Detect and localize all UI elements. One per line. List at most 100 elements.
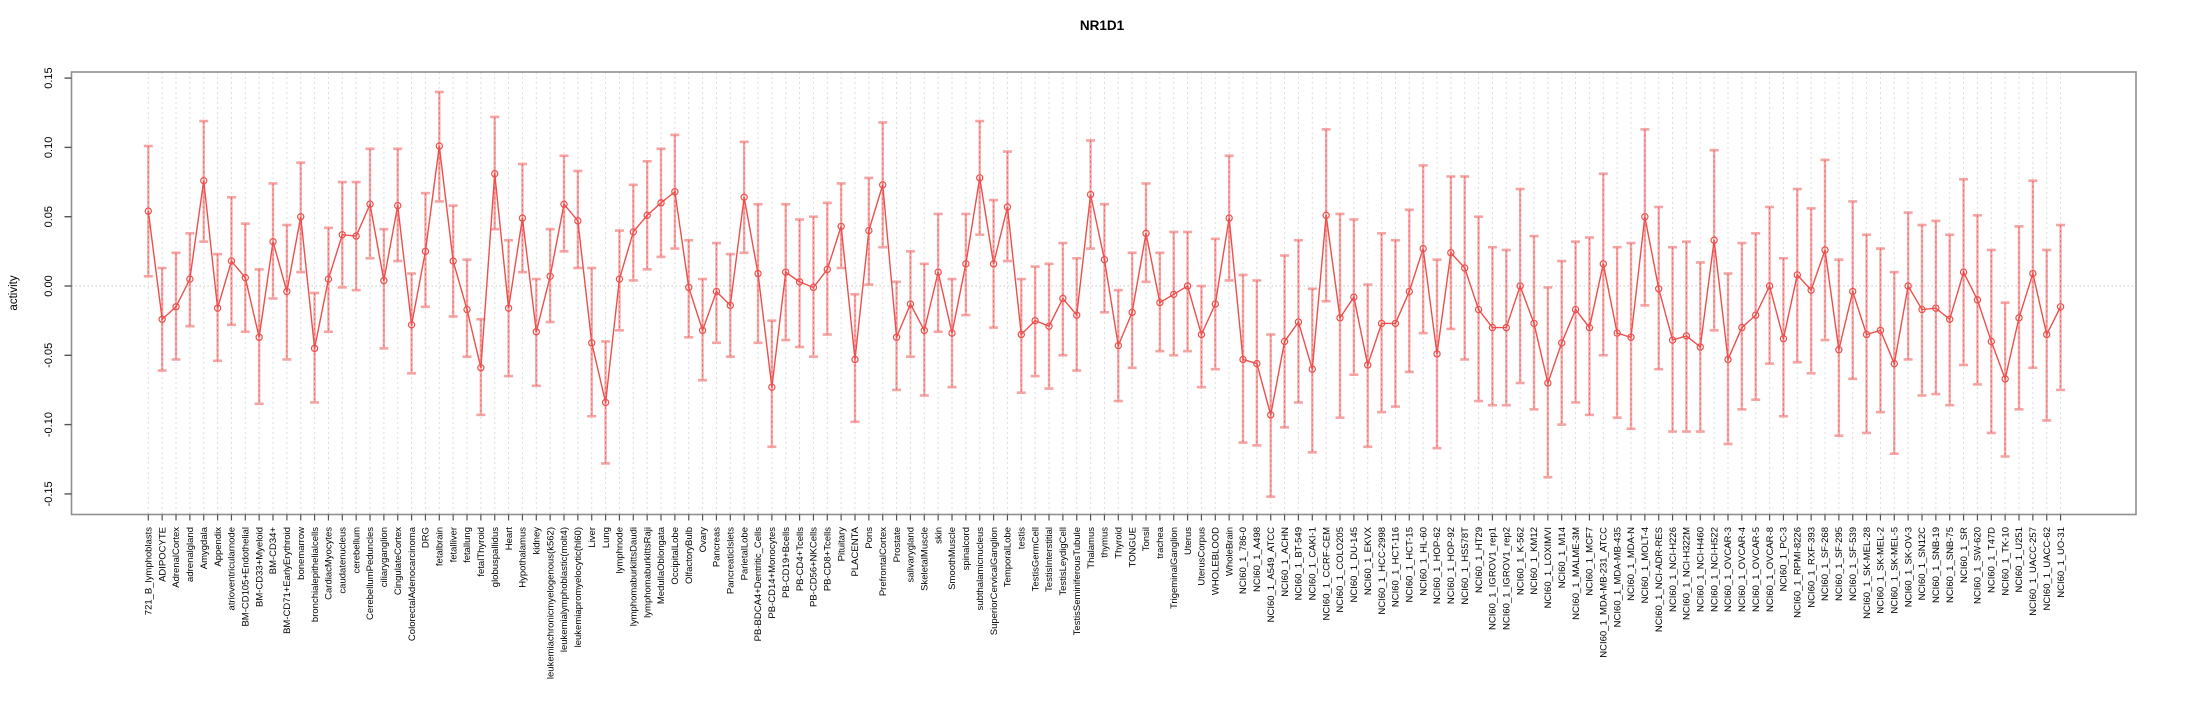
category-tick-label: BM-CD34+ xyxy=(268,527,279,575)
category-tick-label: subthalamicnucleus xyxy=(975,527,986,611)
data-point-marker xyxy=(241,273,249,282)
data-point-marker xyxy=(920,326,928,335)
category-tick-label: NCI60_1_SW-620 xyxy=(1973,527,1984,604)
data-point-marker xyxy=(491,170,499,178)
category-tick-label: NCI60_1_SK-MEL-28 xyxy=(1862,527,1873,619)
data-point-marker xyxy=(1128,308,1136,317)
data-point-marker xyxy=(768,383,776,391)
category-tick-label: fetalbrain xyxy=(434,527,445,566)
category-tick-label: bonemarrow xyxy=(296,527,307,580)
category-tick-label: OccipitalLobe xyxy=(670,527,681,585)
category-tick-label: ciliaryganglion xyxy=(379,527,390,587)
category-tick-label: Uterus xyxy=(1183,527,1194,555)
category-tick-label: NCI60_1_NCI-H322M xyxy=(1682,527,1693,620)
data-point-marker xyxy=(1738,323,1746,332)
category-tick-label: Lung xyxy=(601,527,612,548)
data-point-marker xyxy=(574,217,582,225)
category-tick-label: PB-CD8+Tcells xyxy=(822,527,833,591)
category-tick-label: NCI60_1_SF-295 xyxy=(1834,527,1845,601)
data-point-marker xyxy=(518,214,527,222)
data-point-marker xyxy=(1807,286,1815,294)
category-tick-label: trachea xyxy=(1155,526,1166,558)
data-point-marker xyxy=(255,333,263,341)
category-tick-label: leukemialymphoblastic(molt4) xyxy=(559,527,570,652)
category-tick-label: NCI60_1_SNB-75 xyxy=(1945,527,1956,603)
category-tick-label: NCI60_1_HL-60 xyxy=(1418,527,1429,596)
category-tick-label: caudatenucleus xyxy=(337,527,348,594)
data-point-marker xyxy=(837,222,845,231)
data-point-marker xyxy=(2015,314,2023,322)
category-tick-label: TestisLeydigCell xyxy=(1058,527,1069,596)
category-tick-label: NCI60_1_HCC-2998 xyxy=(1377,527,1388,615)
data-point-marker xyxy=(144,207,152,215)
data-point-marker xyxy=(1225,214,1233,222)
data-point-marker xyxy=(352,232,360,240)
category-tick-label: NCI60_1_IGROV1_rep1 xyxy=(1488,527,1499,630)
data-point-marker xyxy=(823,265,831,274)
data-point-marker xyxy=(1280,337,1289,346)
category-tick-label: NCI60_1_MCF7 xyxy=(1585,527,1596,596)
data-point-marker xyxy=(1142,229,1150,238)
category-tick-label: NCI60_1_MOLT-4 xyxy=(1640,527,1651,603)
category-tick-label: ColorectalAdenocarcinoma xyxy=(407,526,418,641)
data-point-marker xyxy=(906,300,915,308)
data-point-marker xyxy=(1308,365,1316,373)
data-point-marker xyxy=(1183,282,1192,290)
category-tick-label: cerebellum xyxy=(351,527,362,574)
data-point-marker xyxy=(629,228,637,236)
category-tick-label: PB-CD4+Tcells xyxy=(795,527,806,591)
data-point-marker xyxy=(2056,303,2065,311)
category-tick-label: Thalamus xyxy=(1086,527,1097,569)
category-tick-label: NCI60_1_RXF-393 xyxy=(1806,527,1817,608)
category-tick-label: UterusCorpus xyxy=(1197,527,1208,586)
category-tick-label: NCI60_1_KM12 xyxy=(1529,527,1540,595)
category-tick-label: NCI60_1_NCI-ADR-RES xyxy=(1654,527,1665,632)
data-point-marker xyxy=(1668,336,1677,344)
data-point-marker xyxy=(615,275,624,283)
category-tick-label: NCI60_1_HCT-116 xyxy=(1391,527,1402,607)
category-tick-label: Tonsil xyxy=(1141,527,1152,551)
category-tick-label: NCI60_1_SR xyxy=(1959,527,1970,583)
data-point-marker xyxy=(1350,293,1358,301)
category-tick-label: Heart xyxy=(504,527,515,551)
y-tick-label: 0.15 xyxy=(43,67,55,88)
category-tick-label: BM-CD71+EarlyErythroid xyxy=(282,527,293,634)
data-point-marker xyxy=(158,315,166,323)
data-point-marker xyxy=(2001,375,2009,383)
data-point-marker xyxy=(1447,249,1455,257)
data-point-marker xyxy=(1474,305,1483,314)
category-tick-label: NCI60_1_HOP-92 xyxy=(1446,527,1457,604)
category-tick-label: PB-CD14+Monocytes xyxy=(767,527,778,619)
data-point-marker xyxy=(934,268,942,276)
category-tick-label: NCI60_1_A498 xyxy=(1252,527,1263,592)
plot-border xyxy=(70,71,2137,516)
category-tick-label: Pituitary xyxy=(836,527,847,562)
category-tick-label: Pancreas xyxy=(712,527,723,567)
category-tick-label: CingulateCortex xyxy=(393,527,404,595)
category-tick-label: NCI60_1_SF-539 xyxy=(1848,527,1859,601)
category-tick-label: PrefrontalCortex xyxy=(878,527,889,596)
data-point-marker xyxy=(795,278,804,286)
data-point-marker xyxy=(186,275,194,283)
category-tick-label: NCI60_1_UACC-257 xyxy=(2028,527,2039,616)
data-point-marker xyxy=(2029,269,2037,278)
data-point-marker xyxy=(504,304,513,312)
category-tick-label: CardiacMyocytes xyxy=(324,527,335,600)
data-point-marker xyxy=(1086,190,1095,199)
data-point-marker xyxy=(1627,333,1635,341)
data-point-marker xyxy=(1973,296,1982,304)
category-tick-label: TestisGermCell xyxy=(1030,527,1041,591)
data-point-marker xyxy=(1752,311,1760,319)
data-point-marker xyxy=(1946,315,1954,323)
category-tick-label: TemporalLobe xyxy=(1003,527,1014,587)
data-point-marker xyxy=(1558,339,1566,347)
category-tick-label: fetalThyroid xyxy=(476,527,487,577)
data-point-marker xyxy=(1835,346,1843,354)
y-tick-label: -0.15 xyxy=(43,481,55,506)
category-tick-label: NCI60_1_SK-MEL-5 xyxy=(1889,527,1900,614)
category-tick-label: lymphomaburkittsRaji xyxy=(642,527,653,618)
category-tick-label: NCI60_1_NCI-H226 xyxy=(1668,527,1679,612)
data-point-marker xyxy=(1655,285,1663,293)
category-tick-label: NCI60_1_NCI-H460 xyxy=(1695,527,1706,612)
data-point-marker xyxy=(172,303,180,311)
